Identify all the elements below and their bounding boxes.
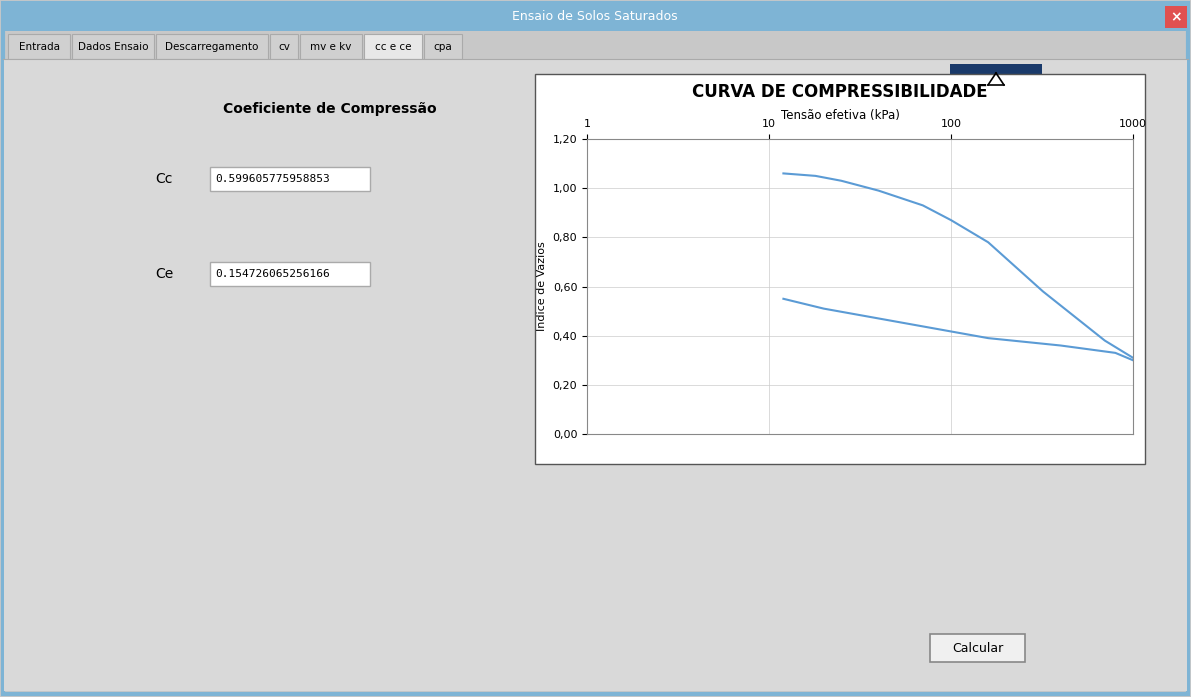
Text: Dados Ensaio: Dados Ensaio bbox=[77, 42, 148, 52]
FancyBboxPatch shape bbox=[210, 167, 370, 191]
Text: ×: × bbox=[1171, 10, 1181, 24]
Text: cc e ce: cc e ce bbox=[375, 42, 411, 52]
Polygon shape bbox=[952, 80, 1040, 137]
FancyBboxPatch shape bbox=[4, 3, 1187, 31]
Text: 0.154726065256166: 0.154726065256166 bbox=[216, 269, 330, 279]
FancyBboxPatch shape bbox=[535, 74, 1145, 464]
Text: cpa: cpa bbox=[434, 42, 453, 52]
FancyBboxPatch shape bbox=[71, 34, 154, 59]
FancyBboxPatch shape bbox=[210, 262, 370, 286]
FancyBboxPatch shape bbox=[364, 34, 422, 59]
Text: 0.599605775958853: 0.599605775958853 bbox=[216, 174, 330, 184]
FancyBboxPatch shape bbox=[952, 114, 1040, 137]
FancyBboxPatch shape bbox=[4, 3, 1187, 694]
FancyBboxPatch shape bbox=[4, 59, 1187, 691]
FancyBboxPatch shape bbox=[156, 34, 268, 59]
Text: Descarregamento: Descarregamento bbox=[166, 42, 258, 52]
FancyBboxPatch shape bbox=[950, 64, 1042, 139]
FancyBboxPatch shape bbox=[1165, 6, 1187, 28]
Text: Calcular: Calcular bbox=[952, 641, 1003, 654]
Text: Entrada: Entrada bbox=[19, 42, 60, 52]
FancyBboxPatch shape bbox=[300, 34, 362, 59]
Text: Coeficiente de Compressão: Coeficiente de Compressão bbox=[223, 102, 437, 116]
FancyBboxPatch shape bbox=[8, 34, 70, 59]
Text: Ensaio de Solos Saturados: Ensaio de Solos Saturados bbox=[512, 10, 678, 24]
FancyBboxPatch shape bbox=[930, 634, 1025, 662]
Text: cv: cv bbox=[278, 42, 289, 52]
Text: mv e kv: mv e kv bbox=[311, 42, 351, 52]
FancyBboxPatch shape bbox=[270, 34, 298, 59]
Y-axis label: Indice de Vazios: Indice de Vazios bbox=[537, 242, 547, 331]
Text: CURVA DE COMPRESSIBILIDADE: CURVA DE COMPRESSIBILIDADE bbox=[692, 83, 987, 101]
FancyBboxPatch shape bbox=[424, 34, 462, 59]
Text: Tensão efetiva (kPa): Tensão efetiva (kPa) bbox=[780, 109, 899, 123]
Text: Ce: Ce bbox=[155, 267, 173, 281]
Text: Cc: Cc bbox=[155, 172, 173, 186]
